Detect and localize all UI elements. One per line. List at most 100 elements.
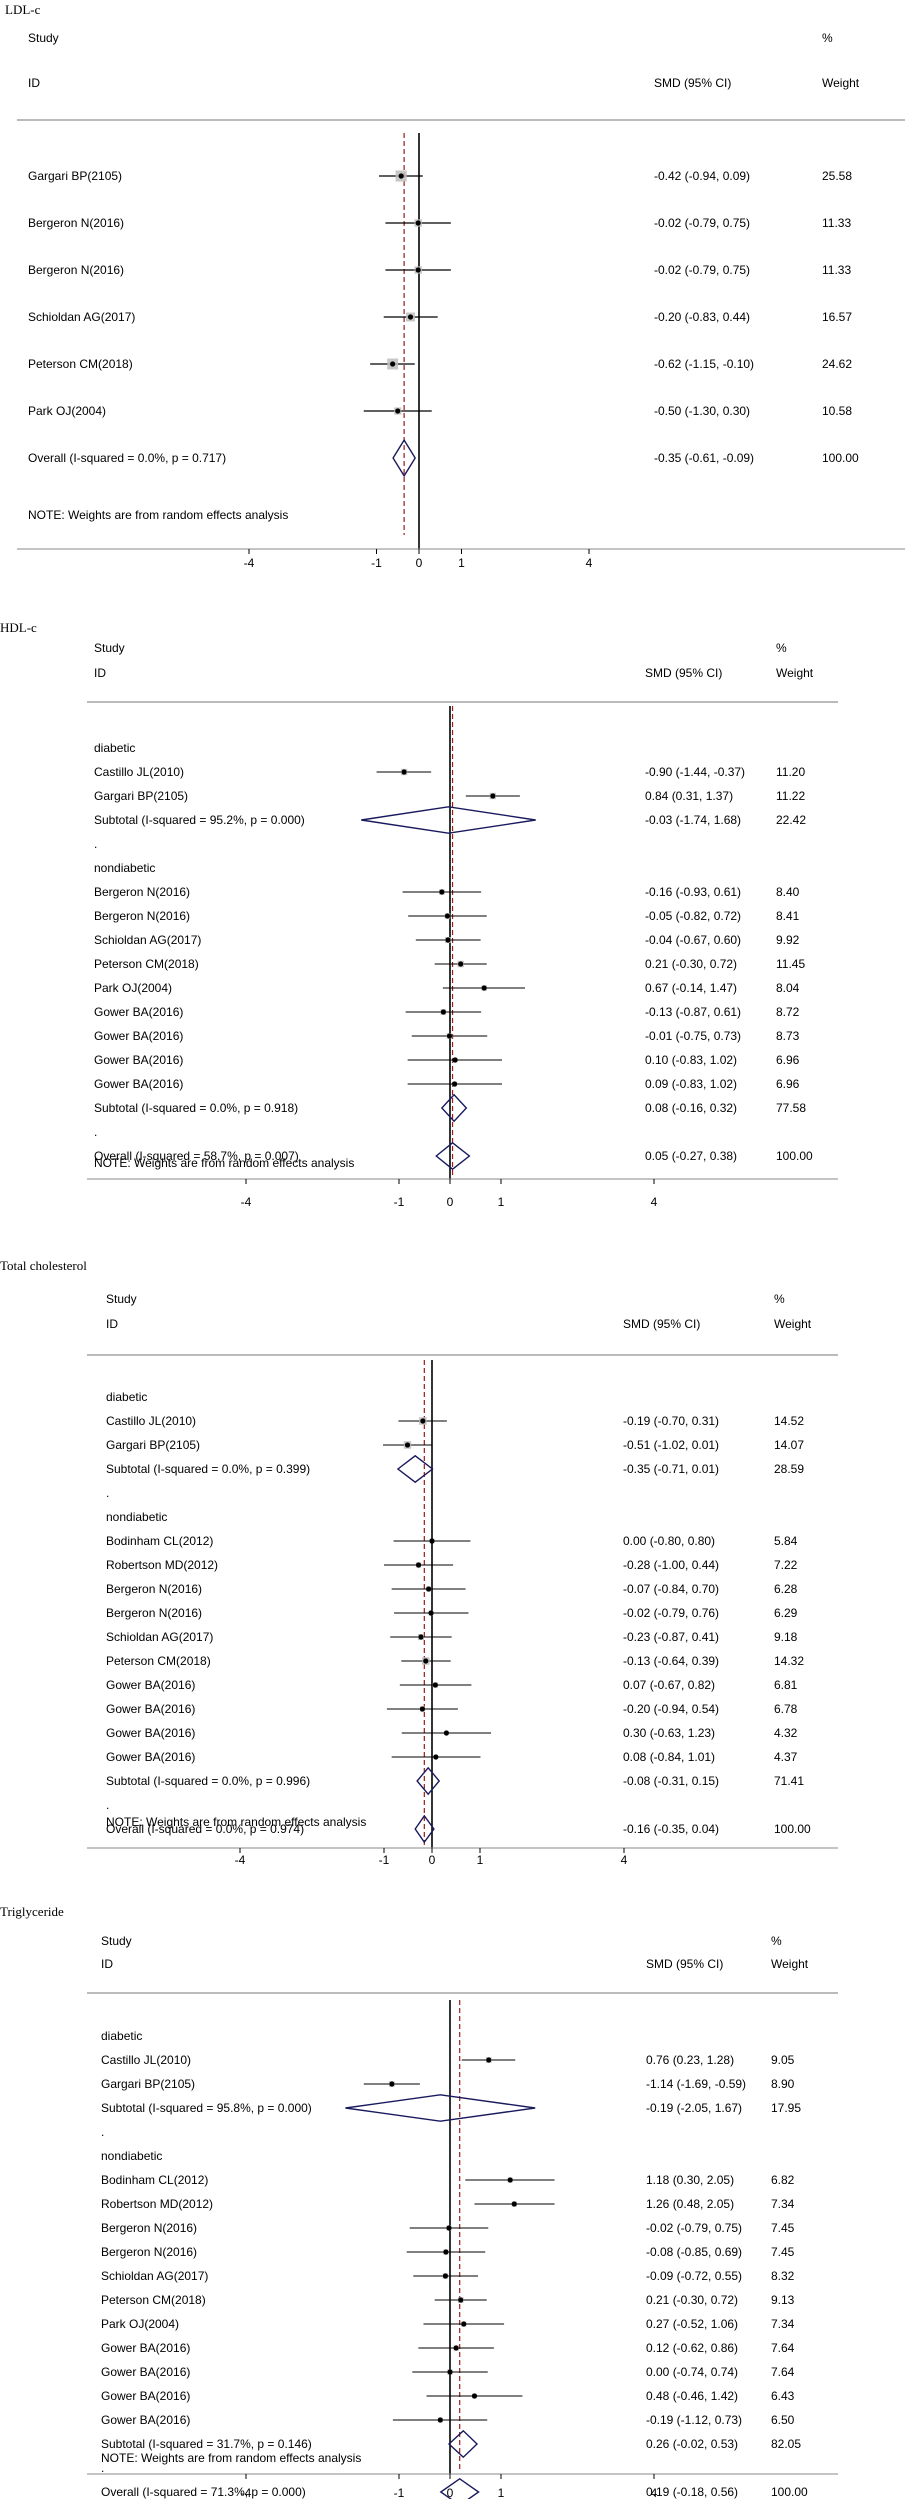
panel-title: Total cholesterol: [0, 1258, 87, 1273]
study-label: Bodinham CL(2012): [101, 2173, 208, 2187]
panel-title: HDL-c: [0, 620, 37, 635]
study-label: Gower BA(2016): [94, 1005, 183, 1019]
study-label: Castillo JL(2010): [106, 1414, 196, 1428]
effect-column-header: SMD (95% CI): [654, 76, 731, 90]
study-label: Gower BA(2016): [106, 1750, 195, 1764]
id-column-header: ID: [106, 1317, 118, 1331]
subtotal-label: Subtotal (I-squared = 0.0%, p = 0.399): [106, 1462, 310, 1476]
point-estimate: [404, 1442, 411, 1448]
weight-value: 10.58: [822, 404, 852, 418]
effect-ci-text: -0.08 (-0.31, 0.15): [623, 1774, 719, 1788]
point-estimate: [446, 1033, 453, 1039]
x-tick-label: 0: [416, 556, 423, 570]
study-label: Bergeron N(2016): [106, 1606, 202, 1620]
point-estimate: [415, 1562, 422, 1568]
point-estimate: [407, 314, 414, 320]
point-estimate: [432, 1682, 438, 1688]
point-estimate: [461, 2321, 467, 2327]
weight-value: 7.22: [774, 1558, 798, 1572]
weight-value: 6.96: [776, 1077, 800, 1091]
effect-ci-text: -0.02 (-0.79, 0.76): [623, 1606, 719, 1620]
weights-note: NOTE: Weights are from random effects an…: [106, 1815, 366, 1829]
effect-ci-text: -0.05 (-0.82, 0.72): [645, 909, 741, 923]
weight-value: 14.52: [774, 1414, 804, 1428]
spacer-dot: .: [101, 2461, 104, 2475]
weight-value: 9.13: [771, 2293, 795, 2307]
point-estimate: [395, 408, 401, 414]
x-tick-label: 0: [429, 1853, 436, 1867]
weight-value: 7.64: [771, 2341, 795, 2355]
weights-note: NOTE: Weights are from random effects an…: [101, 2451, 361, 2465]
weight-value: 6.28: [774, 1582, 798, 1596]
study-label: Bergeron N(2016): [106, 1582, 202, 1596]
spacer-dot: .: [106, 1486, 109, 1500]
point-estimate: [429, 1538, 435, 1544]
x-tick-label: 0: [447, 2486, 454, 2499]
x-tick-label: -4: [244, 556, 255, 570]
weight-value: 100.00: [771, 2485, 808, 2499]
subtotal-label: Subtotal (I-squared = 31.7%, p = 0.146): [101, 2437, 312, 2451]
weight-value: 11.33: [822, 263, 851, 277]
effect-ci-text: -0.28 (-1.00, 0.44): [623, 1558, 719, 1572]
study-label: Park OJ(2004): [94, 981, 172, 995]
point-estimate: [471, 2393, 478, 2399]
point-estimate: [486, 2057, 492, 2063]
study-column-header: Study: [101, 1934, 132, 1948]
weight-column-header: Weight: [771, 1957, 809, 1971]
subtotal-diamond: [416, 1766, 441, 1796]
effect-ci-text: -0.02 (-0.79, 0.75): [654, 216, 750, 230]
point-estimate: [426, 1586, 432, 1592]
study-label: Schioldan AG(2017): [94, 933, 201, 947]
point-estimate: [458, 2297, 464, 2303]
weights-note: NOTE: Weights are from random effects an…: [94, 1156, 354, 1170]
weight-value: 16.57: [822, 310, 852, 324]
weight-percent-header: %: [771, 1934, 782, 1948]
effect-ci-text: -0.01 (-0.75, 0.73): [645, 1029, 741, 1043]
subtotal-diamond: [345, 2094, 536, 2122]
subgroup-label: nondiabetic: [94, 861, 155, 875]
weight-value: 6.96: [776, 1053, 800, 1067]
point-estimate: [418, 1634, 424, 1640]
effect-ci-text: -0.08 (-0.85, 0.69): [646, 2245, 742, 2259]
effect-ci-text: -0.50 (-1.30, 0.30): [654, 404, 750, 418]
weight-value: 8.04: [776, 981, 800, 995]
forest-panel-4: Triglyceride Study ID SMD (95% CI)% Weight -4…: [0, 1904, 838, 2499]
weight-value: 8.41: [776, 909, 800, 923]
effect-ci-text: -0.02 (-0.79, 0.75): [646, 2221, 742, 2235]
weight-value: 77.58: [776, 1101, 806, 1115]
panel-title: Triglyceride: [0, 1904, 64, 1919]
effect-ci-text: -0.35 (-0.71, 0.01): [623, 1462, 719, 1476]
effect-ci-text: -0.16 (-0.93, 0.61): [645, 885, 741, 899]
subtotal-diamond: [447, 2429, 479, 2459]
study-label: Gargari BP(2105): [101, 2077, 195, 2091]
effect-ci-text: 0.27 (-0.52, 1.06): [646, 2317, 738, 2331]
overall-label: Overall (I-squared = 58.7%, p = 0.007): [94, 1149, 299, 1163]
effect-ci-text: -0.20 (-0.83, 0.44): [654, 310, 750, 324]
point-estimate: [445, 937, 451, 943]
study-label: Gargari BP(2105): [106, 1438, 200, 1452]
subtotal-label: Subtotal (I-squared = 95.2%, p = 0.000): [94, 813, 305, 827]
weight-value: 25.58: [822, 169, 852, 183]
point-estimate: [398, 173, 404, 179]
x-tick-label: 4: [651, 1195, 658, 1209]
effect-column-header: SMD (95% CI): [623, 1317, 700, 1331]
subgroup-label: diabetic: [101, 2029, 142, 2043]
effect-ci-text: -0.19 (-2.05, 1.67): [646, 2101, 742, 2115]
study-label: Peterson CM(2018): [106, 1654, 211, 1668]
study-label: Gargari BP(2105): [28, 169, 122, 183]
weight-value: 4.32: [774, 1726, 798, 1740]
effect-ci-text: 0.30 (-0.63, 1.23): [623, 1726, 715, 1740]
weight-value: 100.00: [774, 1822, 811, 1836]
weight-value: 100.00: [822, 451, 859, 465]
x-tick-label: -1: [394, 1195, 405, 1209]
study-column-header: Study: [106, 1292, 137, 1306]
study-label: Robertson MD(2012): [101, 2197, 213, 2211]
study-label: Gower BA(2016): [106, 1726, 195, 1740]
effect-ci-text: -0.13 (-0.87, 0.61): [645, 1005, 741, 1019]
point-estimate: [419, 1706, 425, 1712]
study-label: Peterson CM(2018): [94, 957, 199, 971]
study-label: Peterson CM(2018): [28, 357, 133, 371]
subgroup-label: nondiabetic: [106, 1510, 167, 1524]
effect-ci-text: 0.48 (-0.46, 1.42): [646, 2389, 738, 2403]
